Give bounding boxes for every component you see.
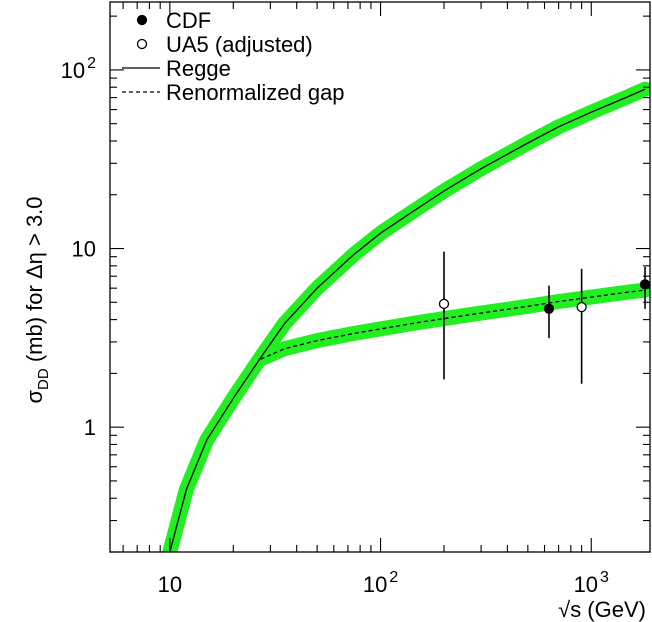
legend-marker: [136, 38, 148, 50]
y-axis-label-subscript: DD: [35, 368, 52, 390]
legend-label: CDF: [166, 8, 211, 33]
renormalized-gap-curve: [260, 289, 646, 360]
legend-label: Renormalized gap: [166, 80, 345, 105]
y-tick-label: 1: [84, 415, 96, 440]
ua5-adjusted--point: [438, 251, 450, 380]
y-axis-label-sigma: σ: [22, 390, 47, 404]
legend-label: UA5 (adjusted): [166, 32, 313, 57]
legend-item: CDF: [136, 8, 211, 33]
cdf-marker: [639, 279, 651, 290]
y-axis-label-rest: (mb) for Δη > 3.0: [22, 196, 47, 368]
legend-item: Renormalized gap: [122, 80, 345, 105]
ua5-adjusted--point: [576, 268, 587, 384]
legend-label: Regge: [166, 56, 231, 81]
y-tick-label: 10: [72, 237, 96, 262]
regge-curve: [169, 88, 646, 552]
theory-curves: [169, 88, 646, 552]
x-tick-label: 10: [158, 572, 182, 597]
legend-item: Regge: [122, 56, 231, 81]
plot-frame: [109, 1, 651, 553]
y-axis-label: σDD (mb) for Δη > 3.0: [22, 196, 52, 403]
data-points: [438, 251, 651, 384]
ua5-adjusted--marker: [576, 301, 587, 313]
legend-marker: [136, 14, 148, 26]
tick-labels: 10 10 2 10 3 1 10 10 2: [61, 55, 609, 597]
x-tick-label: 10 3: [574, 569, 609, 597]
renormalized-gap-band: [253, 282, 650, 367]
x-tick-label: 10 2: [363, 569, 398, 597]
svg-text:σDD (mb) for Δη > 3.0: σDD (mb) for Δη > 3.0: [22, 196, 52, 403]
legend-item: UA5 (adjusted): [136, 32, 313, 57]
ua5-adjusted--marker: [438, 298, 450, 310]
y-tick-label: 10 2: [61, 55, 96, 83]
axis-ticks: [110, 2, 650, 553]
cdf-point: [543, 285, 555, 339]
uncertainty-bands: [162, 81, 650, 552]
cdf-marker: [543, 303, 555, 314]
x-axis-label: √s (GeV): [558, 597, 646, 622]
